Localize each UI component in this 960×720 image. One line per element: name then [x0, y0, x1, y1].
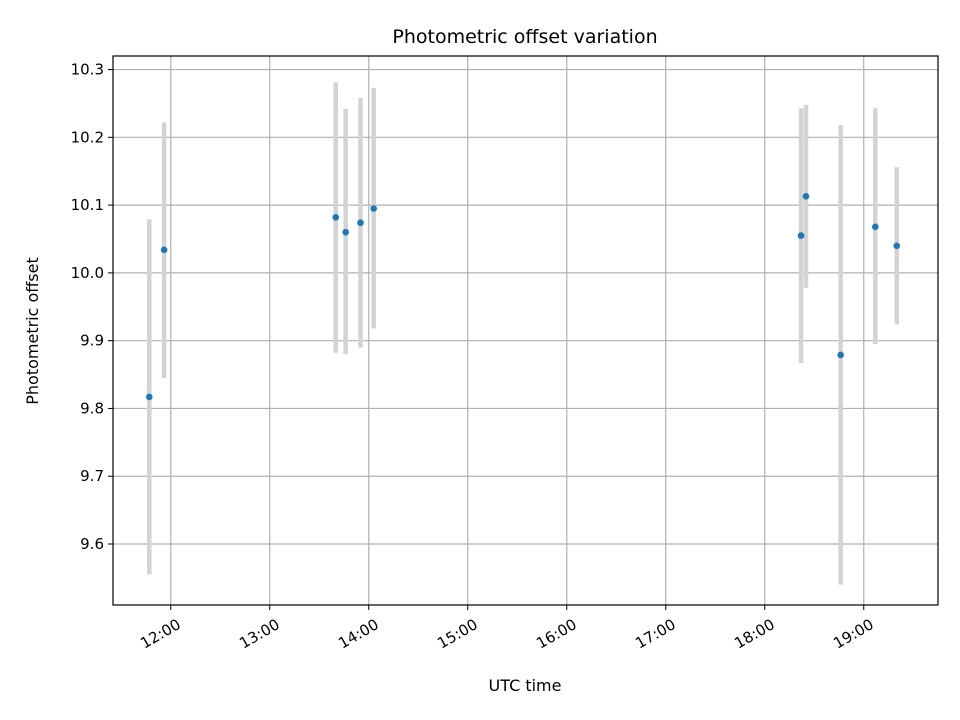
data-point	[370, 205, 378, 212]
data-points	[146, 193, 901, 401]
x-axis-label: UTC time	[489, 676, 562, 695]
y-tick-label: 10.0	[71, 264, 104, 282]
y-tick-label: 9.9	[80, 332, 104, 350]
y-tick-label: 9.7	[80, 467, 104, 485]
y-tick-label: 10.3	[71, 61, 104, 79]
y-tick-label: 9.6	[80, 535, 104, 553]
data-point	[797, 232, 805, 239]
y-tick-label: 10.1	[71, 196, 104, 214]
y-axis-label: Photometric offset	[23, 257, 42, 405]
y-axis-ticks: 9.6 9.7 9.8 9.9 10.0 10.1 10.2 10.3	[71, 61, 113, 553]
plot-frame	[112, 55, 939, 606]
data-point	[357, 219, 364, 227]
data-point	[802, 193, 810, 200]
data-point	[342, 228, 349, 236]
data-point	[872, 223, 879, 231]
data-point	[837, 351, 844, 359]
data-point	[332, 214, 340, 221]
y-tick-label: 9.8	[80, 399, 104, 417]
data-point	[146, 393, 153, 401]
data-point	[893, 242, 901, 250]
y-tick-label: 10.2	[71, 128, 104, 146]
data-point	[160, 246, 168, 254]
chart-title: Photometric offset variation	[392, 26, 657, 48]
